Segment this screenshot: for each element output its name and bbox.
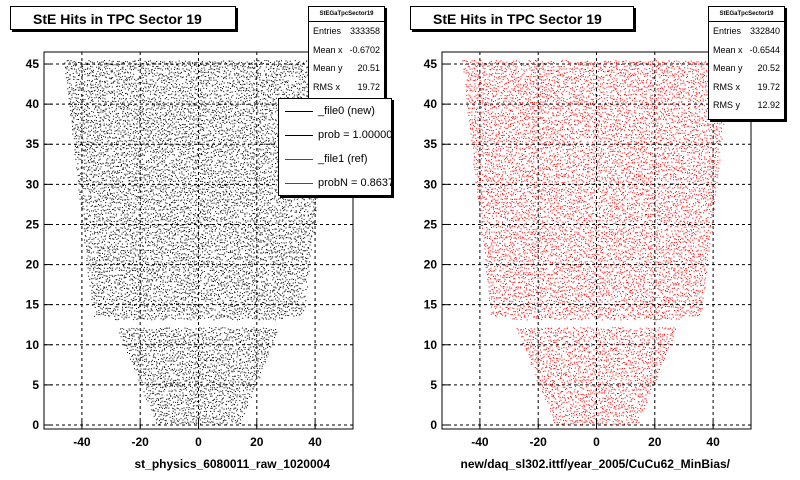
y-tick-label: 45	[26, 57, 40, 71]
x-tick-label: 20	[250, 435, 264, 449]
right-stats-row: Mean x -0.6544	[709, 41, 784, 60]
left-plot-title: StE Hits in TPC Sector 19	[10, 6, 236, 30]
right-stats-label: RMS x	[713, 78, 740, 97]
x-tick-label: -40	[73, 435, 91, 449]
right-stats-value: 19.72	[757, 78, 780, 97]
legend-entry: _file0 (new)	[279, 99, 391, 123]
right-stats-value: 12.92	[757, 96, 780, 115]
right-stats-box: StEGaTpcSector19 Entries 332840 Mean x -…	[708, 6, 785, 120]
right-scatter-plot: -40 -20 0 20 40 0 5 10 15 20 25 30 35 40 45	[424, 51, 752, 449]
right-stats-row: RMS x 19.72	[709, 78, 784, 97]
right-stats-label: RMS y	[713, 96, 740, 115]
y-tick-label: 25	[424, 217, 438, 231]
left-stats-box: StEGaTpcSector19 Entries 333358 Mean x -…	[308, 6, 385, 100]
legend-line-prob	[285, 134, 313, 136]
legend-label: _file1 (ref)	[318, 153, 368, 165]
legend-box: _file0 (new) prob = 1.000000 _file1 (ref…	[278, 98, 392, 196]
left-stats-value: 19.72	[357, 78, 380, 97]
y-tick-label: 5	[32, 378, 39, 392]
x-tick-label: 40	[308, 435, 322, 449]
y-tick-label: 25	[26, 217, 40, 231]
left-stats-value: -0.6702	[349, 41, 380, 60]
y-tick-label: 0	[430, 418, 437, 432]
y-tick-label: 20	[424, 258, 438, 272]
y-tick-label: 10	[26, 338, 40, 352]
y-tick-label: 15	[424, 298, 438, 312]
legend-label: _file0 (new)	[318, 105, 375, 117]
legend-entry: probN = 0.863710	[279, 171, 391, 195]
left-stats-row: Mean y 20.51	[309, 59, 384, 78]
right-stats-row: Entries 332840	[709, 22, 784, 41]
left-stats-label: RMS x	[313, 78, 340, 97]
left-stats-value: 20.51	[357, 59, 380, 78]
right-stats-row: RMS y 12.92	[709, 96, 784, 115]
scatter-points	[462, 60, 731, 426]
legend-line-file1	[285, 158, 313, 160]
left-stats-row: RMS x 19.72	[309, 78, 384, 97]
x-tick-label: -20	[530, 435, 548, 449]
right-x-axis-title: new/daq_sl302.ittf/year_2005/CuCu62_MinB…	[461, 457, 730, 471]
grid-lines	[442, 52, 751, 429]
left-stats-value: 333358	[350, 22, 380, 41]
x-tick-label: -40	[471, 435, 489, 449]
legend-line-probN	[285, 182, 313, 184]
legend-label: prob = 1.000000	[318, 129, 391, 141]
legend-label: probN = 0.863710	[318, 177, 391, 189]
x-tick-label: 0	[593, 435, 600, 449]
left-stats-name: StEGaTpcSector19	[309, 7, 384, 22]
right-panel: -40 -20 0 20 40 0 5 10 15 20 25 30 35 40 45 StE Hits i…	[398, 0, 798, 480]
left-x-axis-title: st_physics_6080011_raw_1020004	[134, 457, 330, 471]
left-stats-label: Entries	[313, 22, 341, 41]
right-stats-row: Mean y 20.52	[709, 59, 784, 78]
right-plot-title: StE Hits in TPC Sector 19	[410, 6, 634, 30]
legend-line-file0	[285, 110, 313, 112]
left-stats-label: Mean y	[313, 59, 343, 78]
y-tick-label: 10	[424, 338, 438, 352]
left-stats-row: Entries 333358	[309, 22, 384, 41]
right-stats-label: Mean x	[713, 41, 743, 60]
y-tick-label: 20	[26, 258, 40, 272]
y-tick-label: 35	[26, 137, 40, 151]
legend-entry: _file1 (ref)	[279, 147, 391, 171]
left-stats-label: Mean x	[313, 41, 343, 60]
x-tick-label: -20	[132, 435, 150, 449]
y-tick-label: 15	[26, 298, 40, 312]
right-stats-value: -0.6544	[749, 41, 780, 60]
right-stats-value: 20.52	[757, 59, 780, 78]
right-stats-label: Entries	[713, 22, 741, 41]
y-tick-label: 0	[32, 418, 39, 432]
right-stats-label: Mean y	[713, 59, 743, 78]
y-tick-label: 40	[424, 97, 438, 111]
y-tick-label: 35	[424, 137, 438, 151]
left-stats-row: Mean x -0.6702	[309, 41, 384, 60]
legend-entry: prob = 1.000000	[279, 123, 391, 147]
right-stats-name: StEGaTpcSector19	[709, 7, 784, 22]
y-tick-label: 30	[26, 177, 40, 191]
y-tick-label: 30	[424, 177, 438, 191]
x-tick-label: 0	[195, 435, 202, 449]
x-tick-label: 20	[648, 435, 662, 449]
y-tick-label: 40	[26, 97, 40, 111]
y-tick-label: 45	[424, 57, 438, 71]
x-tick-label: 40	[706, 435, 720, 449]
y-tick-label: 5	[430, 378, 437, 392]
right-stats-value: 332840	[750, 22, 780, 41]
left-panel: -40 -20 0 20 40 0 5 10 15 20 25 30 35 40 45 StE Hits i…	[10, 6, 392, 471]
